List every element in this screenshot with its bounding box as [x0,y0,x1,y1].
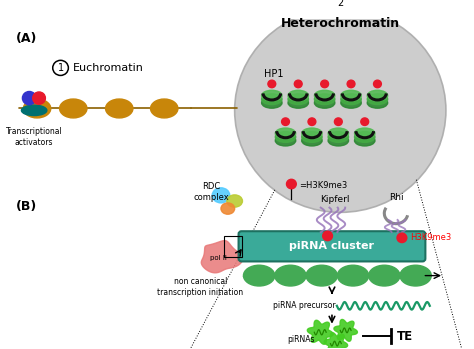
Ellipse shape [314,97,335,108]
Ellipse shape [244,265,275,286]
Circle shape [397,233,407,243]
Text: piRNA cluster: piRNA cluster [290,241,374,251]
Ellipse shape [262,97,282,108]
Ellipse shape [367,90,388,101]
Ellipse shape [328,135,348,146]
Circle shape [308,118,316,126]
Ellipse shape [301,128,322,139]
Ellipse shape [400,265,431,286]
Circle shape [294,80,302,88]
Text: (A): (A) [16,32,37,45]
Ellipse shape [275,128,296,139]
Ellipse shape [328,128,348,139]
Ellipse shape [355,132,375,142]
Ellipse shape [367,97,388,108]
Ellipse shape [106,99,133,118]
Text: TE: TE [397,329,413,342]
Ellipse shape [288,97,309,108]
Ellipse shape [33,92,46,104]
Ellipse shape [301,135,322,146]
Ellipse shape [151,99,178,118]
Text: =H3K9me3: =H3K9me3 [299,181,347,191]
Ellipse shape [23,99,51,118]
Ellipse shape [301,132,322,142]
Ellipse shape [306,265,337,286]
Ellipse shape [341,90,361,101]
Circle shape [321,80,328,88]
Circle shape [374,80,382,88]
Text: RDC
complex: RDC complex [193,182,229,201]
Text: Euchromatin: Euchromatin [73,63,144,73]
Polygon shape [334,319,357,341]
Ellipse shape [314,90,335,101]
Ellipse shape [288,94,309,105]
Text: (B): (B) [16,200,37,213]
Ellipse shape [275,265,306,286]
Ellipse shape [337,265,369,286]
Ellipse shape [60,99,87,118]
Circle shape [286,179,296,189]
Ellipse shape [367,94,388,105]
Ellipse shape [262,90,282,101]
Ellipse shape [328,132,348,142]
Circle shape [53,60,68,75]
Text: HP1: HP1 [264,69,283,80]
Text: Kipferl: Kipferl [319,195,349,204]
Ellipse shape [288,90,309,101]
Ellipse shape [21,105,47,116]
Circle shape [347,80,355,88]
Text: H3K9me3: H3K9me3 [410,233,451,242]
Ellipse shape [369,265,400,286]
Ellipse shape [341,97,361,108]
Ellipse shape [262,94,282,105]
Circle shape [332,0,348,10]
Circle shape [361,118,369,126]
Circle shape [323,231,332,241]
Circle shape [235,8,446,212]
Ellipse shape [22,91,36,105]
Polygon shape [324,333,347,349]
Circle shape [268,80,276,88]
Text: Heterochromatin: Heterochromatin [281,17,400,30]
Text: 1: 1 [57,63,64,73]
FancyBboxPatch shape [238,231,425,261]
Text: piRNAs: piRNAs [287,335,314,344]
Ellipse shape [314,94,335,105]
Ellipse shape [275,135,296,146]
Ellipse shape [341,94,361,105]
Text: Transcriptional
activators: Transcriptional activators [6,127,63,147]
Text: non canonical
transcription initiation: non canonical transcription initiation [157,277,244,297]
Ellipse shape [212,188,230,203]
Ellipse shape [227,195,243,207]
Bar [224,236,241,257]
Text: pol II: pol II [210,255,227,261]
Polygon shape [201,240,243,273]
Text: 2: 2 [337,0,343,8]
Ellipse shape [275,132,296,142]
Circle shape [335,118,342,126]
Ellipse shape [221,203,235,214]
Circle shape [282,118,290,126]
Text: piRNA precursor: piRNA precursor [273,301,336,310]
Ellipse shape [355,128,375,139]
Text: Rhi: Rhi [389,193,403,202]
Ellipse shape [355,135,375,146]
Polygon shape [307,320,333,344]
